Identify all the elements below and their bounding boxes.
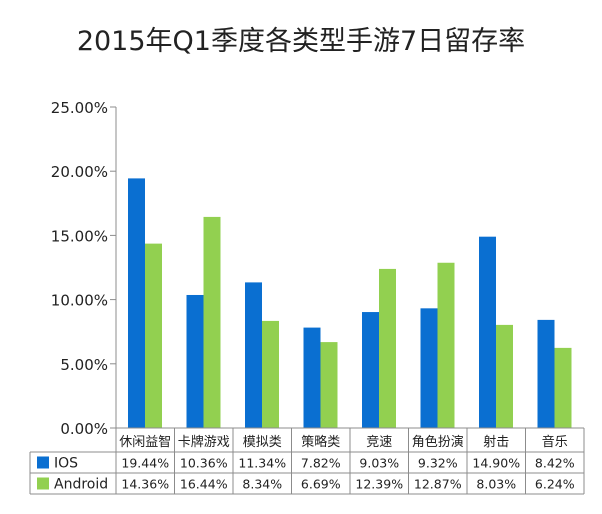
y-tick-label: 25.00% (51, 99, 108, 117)
data-label: 8.03% (476, 477, 516, 492)
bar-android (203, 216, 221, 428)
data-label: 7.82% (301, 456, 341, 471)
data-label: 8.34% (242, 477, 282, 492)
data-label: 8.42% (535, 456, 575, 471)
y-tick-label: 20.00% (51, 163, 108, 181)
data-label: 9.32% (418, 456, 458, 471)
bar-ios (479, 236, 496, 428)
legend-label: Android (54, 477, 108, 493)
bar-android (554, 347, 572, 428)
data-label: 11.34% (238, 456, 286, 471)
x-tick-label: 策略类 (301, 434, 340, 450)
bar-android (496, 324, 513, 428)
y-tick-label: 0.00% (60, 420, 108, 438)
data-label: 6.24% (535, 477, 575, 492)
y-tick-label: 5.00% (60, 356, 108, 374)
bar-ios (420, 308, 438, 428)
bar-ios (362, 312, 379, 428)
bar-android (320, 342, 338, 428)
bar-ios (537, 319, 555, 428)
bar-ios (303, 327, 321, 428)
bar-ios (245, 282, 262, 428)
x-tick-label: 竞速 (366, 434, 392, 450)
data-label: 14.90% (472, 456, 520, 471)
bar-android (379, 268, 396, 428)
bar-android (262, 320, 279, 428)
y-tick-label: 15.00% (51, 227, 108, 245)
legend-swatch-android (37, 477, 49, 490)
bar-ios (186, 294, 204, 428)
x-tick-label: 卡牌游戏 (178, 434, 230, 450)
data-label: 12.87% (414, 477, 462, 492)
data-label: 6.69% (301, 477, 341, 492)
x-tick-label: 休闲益智 (119, 435, 171, 450)
x-tick-label: 角色扮演 (412, 434, 464, 450)
data-label: 19.44% (121, 456, 169, 471)
data-label: 10.36% (180, 456, 228, 471)
y-tick-label: 10.00% (51, 292, 108, 310)
data-label: 16.44% (180, 477, 228, 492)
data-label: 12.39% (355, 477, 403, 492)
bar-android (437, 262, 455, 428)
chart-title: 2015年Q1季度各类型手游7日留存率 (77, 26, 525, 57)
x-tick-label: 模拟类 (243, 435, 282, 450)
x-tick-label: 音乐 (542, 434, 568, 450)
data-label: 14.36% (121, 477, 169, 492)
bar-android (145, 243, 162, 428)
data-label: 9.03% (359, 456, 399, 471)
bar-ios (128, 178, 145, 428)
legend-swatch-ios (37, 456, 49, 469)
x-tick-label: 射击 (483, 434, 509, 450)
legend-label: IOS (54, 456, 78, 472)
